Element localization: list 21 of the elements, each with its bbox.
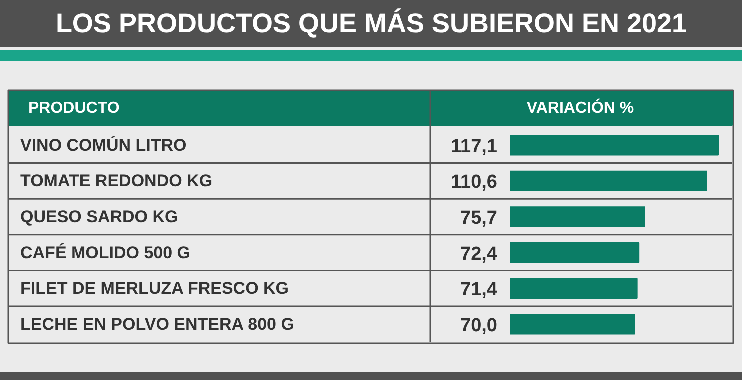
- chart-title: LOS PRODUCTOS QUE MÁS SUBIERON EN 2021: [56, 8, 688, 38]
- y-tick-label: VINO COMÚN LITRO: [20, 134, 187, 155]
- y-axis-title: PRODUCTO: [28, 100, 120, 117]
- bar: [510, 170, 708, 192]
- y-tick-label: CAFÉ MOLIDO 500 G: [20, 242, 191, 262]
- y-tick-label: FILET DE MERLUZA FRESCO KG: [20, 279, 290, 298]
- bar: [510, 314, 636, 335]
- data-label: 71,4: [460, 280, 498, 301]
- y-tick-label: QUESO SARDO KG: [20, 208, 178, 226]
- y-tick-label: LECHE EN POLVO ENTERA 800 G: [20, 314, 294, 334]
- data-label: 110,6: [451, 172, 498, 194]
- data-label: 75,7: [460, 208, 498, 229]
- bar: [510, 135, 719, 156]
- bar: [510, 242, 640, 264]
- bar: [510, 278, 638, 299]
- x-axis-title: VARIACIÓN %: [526, 98, 634, 117]
- bar: [510, 206, 646, 228]
- data-label: 72,4: [460, 244, 498, 265]
- data-label: 70,0: [460, 315, 498, 336]
- data-label: 117,1: [451, 136, 498, 158]
- y-tick-label: TOMATE REDONDO KG: [20, 172, 213, 191]
